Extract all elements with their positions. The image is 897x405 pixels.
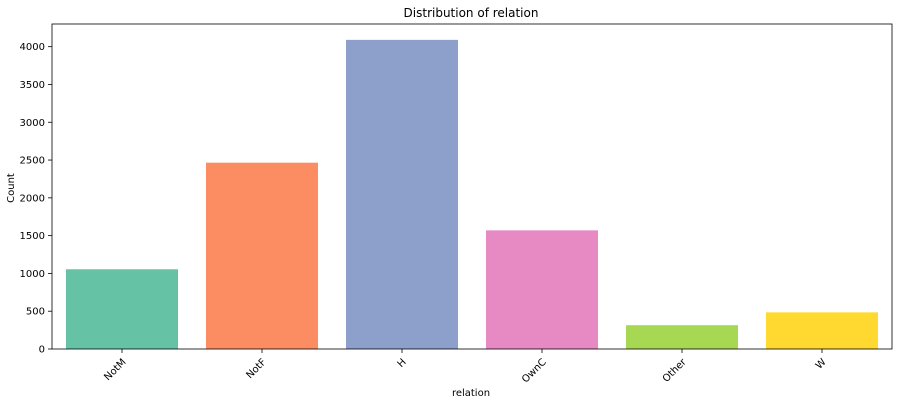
- x-tick-label: NotM: [102, 357, 128, 383]
- bar-notf: [206, 162, 318, 349]
- y-tick-label: 0: [39, 345, 45, 356]
- x-tick-label: W: [814, 357, 829, 372]
- bar-other: [626, 325, 738, 349]
- y-tick-label: 500: [26, 307, 45, 318]
- bar-notm: [66, 269, 178, 349]
- chart-title: Distribution of relation: [404, 6, 539, 20]
- y-tick-label: 3000: [20, 118, 45, 129]
- y-tick-label: 1000: [20, 269, 45, 280]
- y-tick-label: 3500: [20, 80, 45, 91]
- plot-frame: [51, 23, 893, 350]
- x-tick-label: H: [396, 357, 409, 370]
- y-tick-label: 2000: [20, 193, 45, 204]
- bar-w: [766, 312, 878, 349]
- bar-ownc: [486, 230, 598, 349]
- bar-h: [346, 39, 458, 350]
- x-tick-label: NotF: [244, 357, 268, 381]
- y-tick-label: 1500: [20, 231, 45, 242]
- x-tick-label: OwnC: [520, 357, 549, 386]
- y-tick-label: 2500: [20, 156, 45, 167]
- x-tick-label: Other: [661, 356, 689, 384]
- y-tick-label: 4000: [20, 42, 45, 53]
- y-axis-label: Count: [6, 173, 17, 203]
- plot-area: NotM NotF H OwnC Other W 0 500 1000 1500 2000 2500 3…: [20, 23, 893, 386]
- x-axis-label: relation: [452, 388, 490, 399]
